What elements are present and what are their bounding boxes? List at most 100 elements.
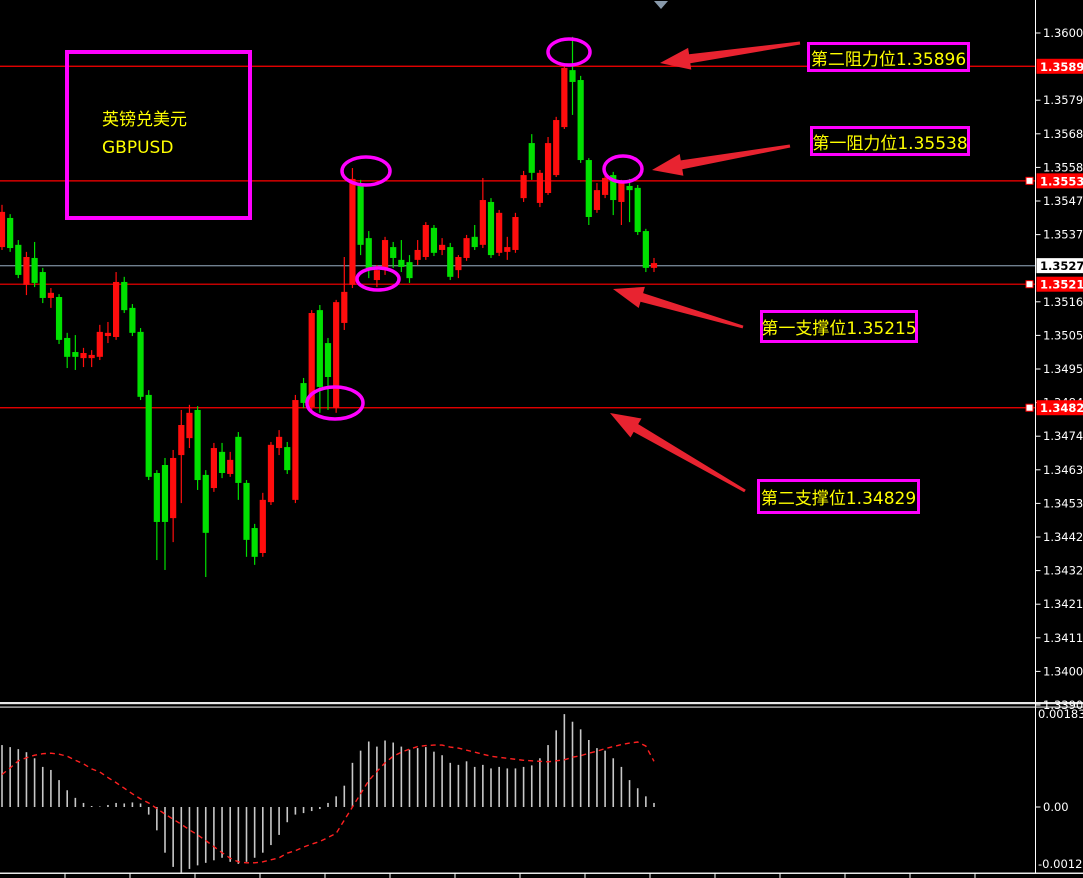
candle-body-up[interactable] — [536, 172, 543, 203]
candle-body-up[interactable] — [186, 412, 193, 439]
candle-body-down[interactable] — [137, 331, 144, 397]
candle-body-up[interactable] — [544, 143, 552, 193]
candle-body-up[interactable] — [210, 448, 217, 489]
candle-body-up[interactable] — [422, 225, 429, 257]
scroll-marker-icon[interactable] — [654, 1, 668, 9]
candle-body-down[interactable] — [430, 227, 438, 253]
candle-body-up[interactable] — [178, 425, 185, 456]
candle-body-down[interactable] — [642, 231, 649, 268]
candle-body-down[interactable] — [284, 447, 291, 471]
annotation-ellipse[interactable] — [546, 37, 592, 67]
price-tag-current[interactable] — [1036, 258, 1083, 274]
price-tag-support-2[interactable] — [1036, 400, 1083, 416]
candle-body-down[interactable] — [202, 474, 209, 533]
annotation-ellipse[interactable] — [305, 385, 365, 421]
candle-body-up[interactable] — [455, 257, 462, 271]
candle-body-down[interactable] — [15, 244, 22, 275]
candle-body-down[interactable] — [31, 257, 38, 283]
symbol-title-box[interactable]: 英镑兑美元 GBPUSD — [65, 50, 252, 220]
candle-body-up[interactable] — [373, 270, 380, 281]
candle-body-down[interactable] — [218, 451, 226, 473]
annotation-arrow[interactable] — [652, 144, 791, 176]
candle-body-down[interactable] — [398, 259, 405, 267]
candle-body-up[interactable] — [520, 175, 527, 199]
candle-body-down[interactable] — [64, 337, 71, 357]
candle-body-up[interactable] — [0, 211, 6, 248]
candle-body-down[interactable] — [324, 343, 332, 377]
candle-body-up[interactable] — [650, 263, 658, 268]
level-anchor-square[interactable] — [1025, 280, 1034, 289]
candle-body-up[interactable] — [439, 244, 446, 250]
candle-body-down[interactable] — [569, 70, 576, 82]
annotation-arrow[interactable] — [613, 286, 744, 329]
candle-body-up[interactable] — [227, 459, 234, 474]
candle-body-up[interactable] — [80, 353, 87, 359]
candle-body-down[interactable] — [528, 143, 535, 173]
annotation-ellipse[interactable] — [355, 266, 401, 292]
candle-body-down[interactable] — [129, 307, 136, 333]
candle-body-up[interactable] — [512, 217, 519, 250]
candle-body-down[interactable] — [72, 352, 79, 357]
candle-body-down[interactable] — [300, 383, 307, 403]
price-tag-support-1[interactable] — [1036, 276, 1083, 292]
candle-body-up[interactable] — [602, 177, 609, 195]
candle-body-down[interactable] — [577, 80, 584, 161]
candle-body-up[interactable] — [618, 183, 625, 202]
candle-body-down[interactable] — [357, 185, 364, 245]
candle-body-up[interactable] — [23, 257, 30, 285]
candle-body-up[interactable] — [276, 436, 283, 449]
candle-body-up[interactable] — [308, 313, 315, 408]
candle-body-down[interactable] — [7, 217, 14, 249]
candle-body-up[interactable] — [333, 302, 340, 409]
candle-body-up[interactable] — [463, 238, 470, 258]
candle-body-down[interactable] — [194, 409, 201, 481]
candle-body-down[interactable] — [316, 310, 323, 387]
candle-body-up[interactable] — [504, 247, 511, 252]
candle-body-down[interactable] — [406, 262, 413, 279]
annotation-ellipse[interactable] — [340, 155, 392, 187]
candle-body-down[interactable] — [610, 175, 617, 201]
candle-body-down[interactable] — [390, 247, 397, 258]
candle-body-up[interactable] — [349, 178, 356, 285]
candle-body-up[interactable] — [96, 331, 103, 357]
candle-body-down[interactable] — [626, 185, 633, 191]
candle-body-up[interactable] — [341, 291, 348, 323]
candle-body-up[interactable] — [414, 249, 421, 260]
candle-body-up[interactable] — [170, 457, 177, 519]
candle-body-down[interactable] — [39, 272, 46, 298]
candle-body-down[interactable] — [161, 465, 169, 522]
candle-body-up[interactable] — [259, 499, 266, 553]
annotation-arrow[interactable] — [660, 41, 801, 70]
candle-body-up[interactable] — [292, 400, 299, 500]
resistance2-label-box[interactable]: 第二阻力位1.35896 — [807, 42, 970, 72]
candle-body-down[interactable] — [585, 160, 592, 217]
candle-body-up[interactable] — [104, 332, 112, 337]
candle-body-up[interactable] — [113, 281, 120, 337]
candle-body-down[interactable] — [55, 297, 63, 340]
candle-body-up[interactable] — [496, 212, 503, 253]
candle-body-up[interactable] — [561, 67, 568, 128]
support1-label-box[interactable]: 第一支撑位1.35215 — [760, 310, 918, 343]
candle-body-down[interactable] — [145, 394, 152, 477]
candle-body-down[interactable] — [365, 238, 372, 268]
candle-body-down[interactable] — [235, 436, 242, 483]
candle-body-up[interactable] — [553, 120, 560, 176]
candle-body-down[interactable] — [121, 281, 128, 311]
candle-body-up[interactable] — [88, 354, 95, 359]
level-anchor-square[interactable] — [1025, 403, 1034, 412]
candle-body-down[interactable] — [447, 247, 454, 277]
level-anchor-square[interactable] — [1025, 176, 1034, 185]
panel-divider[interactable] — [0, 702, 1083, 705]
candle-body-down[interactable] — [634, 187, 641, 233]
annotation-ellipse[interactable] — [602, 154, 644, 184]
candle-body-down[interactable] — [243, 482, 250, 540]
candle-body-up[interactable] — [593, 190, 601, 210]
price-tag-resistance-2[interactable] — [1036, 58, 1083, 74]
candle-body-up[interactable] — [47, 292, 54, 298]
candle-body-down[interactable] — [251, 528, 258, 557]
candle-body-down[interactable] — [487, 201, 495, 256]
candle-body-up[interactable] — [479, 200, 486, 245]
candle-body-down[interactable] — [471, 236, 478, 248]
resistance1-label-box[interactable]: 第一阻力位1.35538 — [810, 126, 970, 156]
